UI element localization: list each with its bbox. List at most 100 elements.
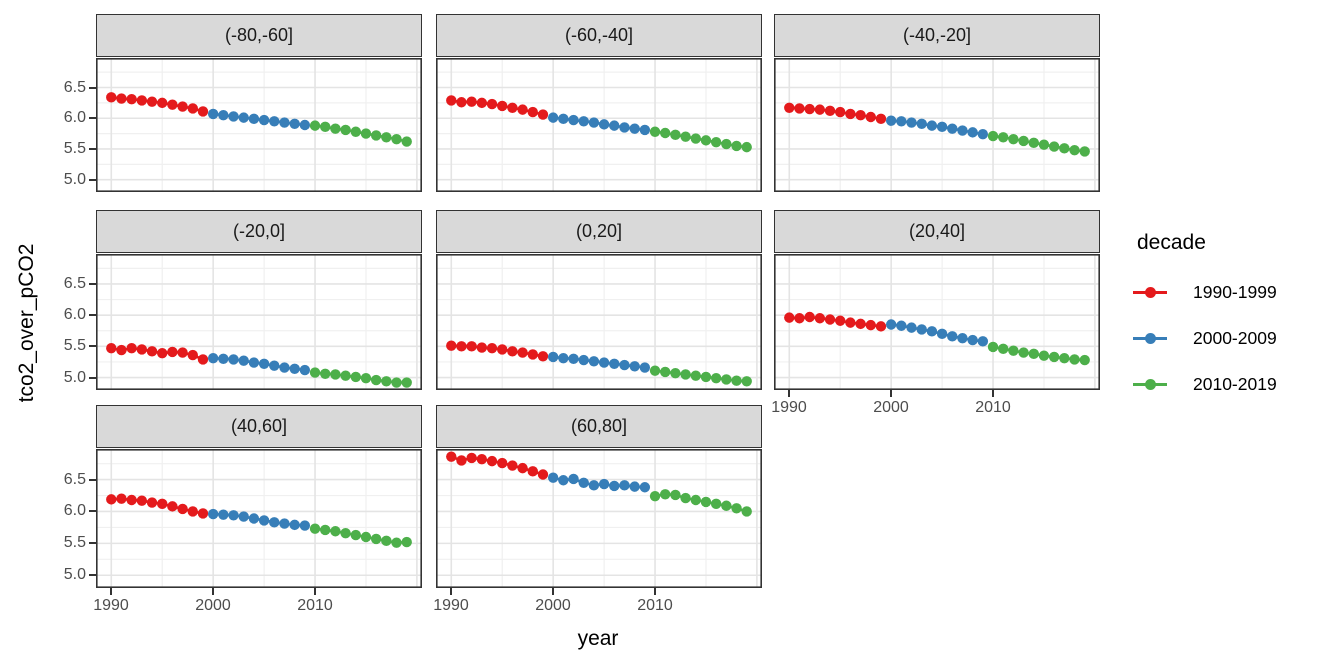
- y-tick-label: 6.0: [63, 109, 86, 126]
- y-tick-label: 5.0: [63, 369, 86, 386]
- legend-title: decade: [1137, 231, 1206, 254]
- series-1990-1999: [446, 451, 549, 480]
- y-tick-label: 6.0: [63, 502, 86, 519]
- legend-item: 2010-2019: [1133, 361, 1277, 407]
- x-tick-label: 2010: [975, 399, 1011, 416]
- panel-plot: [436, 58, 762, 192]
- series-2010-2019: [309, 120, 412, 147]
- facet-strip-label: (60,80]: [570, 416, 628, 436]
- x-tick-label: 1990: [433, 597, 469, 614]
- legend: decade 1990-1999 2000-2009 2010-2019: [1133, 231, 1277, 407]
- x-axis-tick: [788, 390, 790, 397]
- series-2000-2009: [547, 351, 651, 373]
- facet-strip-label: (-20,0]: [232, 221, 286, 241]
- x-axis-tick: [654, 588, 656, 595]
- series-2000-2009: [547, 472, 651, 493]
- series-2000-2009: [547, 112, 651, 136]
- legend-item-label: 1990-1999: [1193, 281, 1277, 302]
- x-tick-label: 2010: [297, 597, 333, 614]
- facet-strip: (0,20]: [436, 210, 762, 253]
- series-2010-2019: [649, 489, 752, 517]
- facet-strip-label: (40,60]: [230, 416, 288, 436]
- y-tick-label: 6.5: [63, 471, 86, 488]
- panel-plot: [96, 254, 422, 390]
- panel-plot: [774, 58, 1100, 192]
- x-tick-label: 2000: [873, 399, 909, 416]
- y-axis-tick: [89, 510, 96, 512]
- y-axis-tick: [89, 283, 96, 285]
- y-axis-tick: [89, 542, 96, 544]
- legend-item: 1990-1999: [1133, 269, 1277, 315]
- series-2010-2019: [987, 130, 1090, 157]
- legend-key-icon: [1133, 374, 1167, 394]
- legend-item-label: 2000-2009: [1193, 327, 1277, 348]
- y-tick-label: 5.0: [63, 566, 86, 583]
- x-tick-label: 1990: [771, 399, 807, 416]
- series-1990-1999: [106, 92, 209, 117]
- panel-plot: [96, 449, 422, 588]
- x-axis-tick: [890, 390, 892, 397]
- facet-strip-label: (-60,-40]: [564, 25, 634, 45]
- y-tick-label: 6.5: [63, 275, 86, 292]
- y-tick-label: 5.5: [63, 337, 86, 354]
- facet-strip: (-80,-60]: [96, 14, 422, 57]
- y-tick-label: 5.5: [63, 534, 86, 551]
- series-1990-1999: [106, 343, 209, 365]
- series-2010-2019: [649, 126, 752, 153]
- series-2000-2009: [885, 115, 989, 140]
- x-axis-tick: [110, 588, 112, 595]
- panel-grid: [774, 58, 1100, 192]
- facet-strip: (-60,-40]: [436, 14, 762, 57]
- x-tick-label: 1990: [93, 597, 129, 614]
- facet-strip-label: (-40,-20]: [902, 25, 972, 45]
- facet-strip-label: (0,20]: [575, 221, 623, 241]
- x-axis-title: year: [577, 627, 619, 650]
- y-axis-tick: [89, 479, 96, 481]
- series-2000-2009: [885, 319, 989, 347]
- panel-grid: [436, 58, 762, 192]
- y-axis-tick: [89, 179, 96, 181]
- x-axis-tick: [552, 588, 554, 595]
- series-1990-1999: [446, 95, 549, 120]
- x-tick-label: 2010: [637, 597, 673, 614]
- facet-strip: (40,60]: [96, 405, 422, 448]
- x-axis-tick: [212, 588, 214, 595]
- y-tick-label: 5.5: [63, 140, 86, 157]
- legend-key-icon: [1133, 328, 1167, 348]
- legend-key-icon: [1133, 282, 1167, 302]
- series-2010-2019: [309, 523, 412, 548]
- x-tick-label: 2000: [195, 597, 231, 614]
- y-axis-tick: [89, 87, 96, 89]
- series-1990-1999: [784, 102, 887, 125]
- y-axis-tick: [89, 345, 96, 347]
- series-2000-2009: [207, 352, 311, 376]
- series-1990-1999: [446, 340, 549, 362]
- series-2010-2019: [649, 365, 752, 387]
- y-axis-tick: [89, 117, 96, 119]
- series-2010-2019: [309, 367, 412, 388]
- y-axis-title: tco2_over_pCO2: [15, 243, 38, 403]
- series-2010-2019: [987, 341, 1090, 366]
- x-tick-label: 2000: [535, 597, 571, 614]
- series-2000-2009: [207, 508, 311, 531]
- x-axis-tick: [450, 588, 452, 595]
- y-axis-tick: [89, 377, 96, 379]
- panel-plot: [774, 254, 1100, 390]
- panel-plot: [436, 449, 762, 588]
- y-axis-tick: [89, 574, 96, 576]
- panel-plot: [436, 254, 762, 390]
- x-axis-tick: [992, 390, 994, 397]
- legend-item-label: 2010-2019: [1193, 373, 1277, 394]
- series-2000-2009: [207, 108, 311, 131]
- legend-item: 2000-2009: [1133, 315, 1277, 361]
- facet-strip-label: (20,40]: [908, 221, 966, 241]
- series-1990-1999: [784, 311, 887, 332]
- y-tick-label: 6.0: [63, 306, 86, 323]
- y-tick-label: 6.5: [63, 79, 86, 96]
- x-axis-tick: [314, 588, 316, 595]
- facet-strip-label: (-80,-60]: [224, 25, 294, 45]
- panel-plot: [96, 58, 422, 192]
- facet-strip: (60,80]: [436, 405, 762, 448]
- panel-grid: [436, 254, 762, 390]
